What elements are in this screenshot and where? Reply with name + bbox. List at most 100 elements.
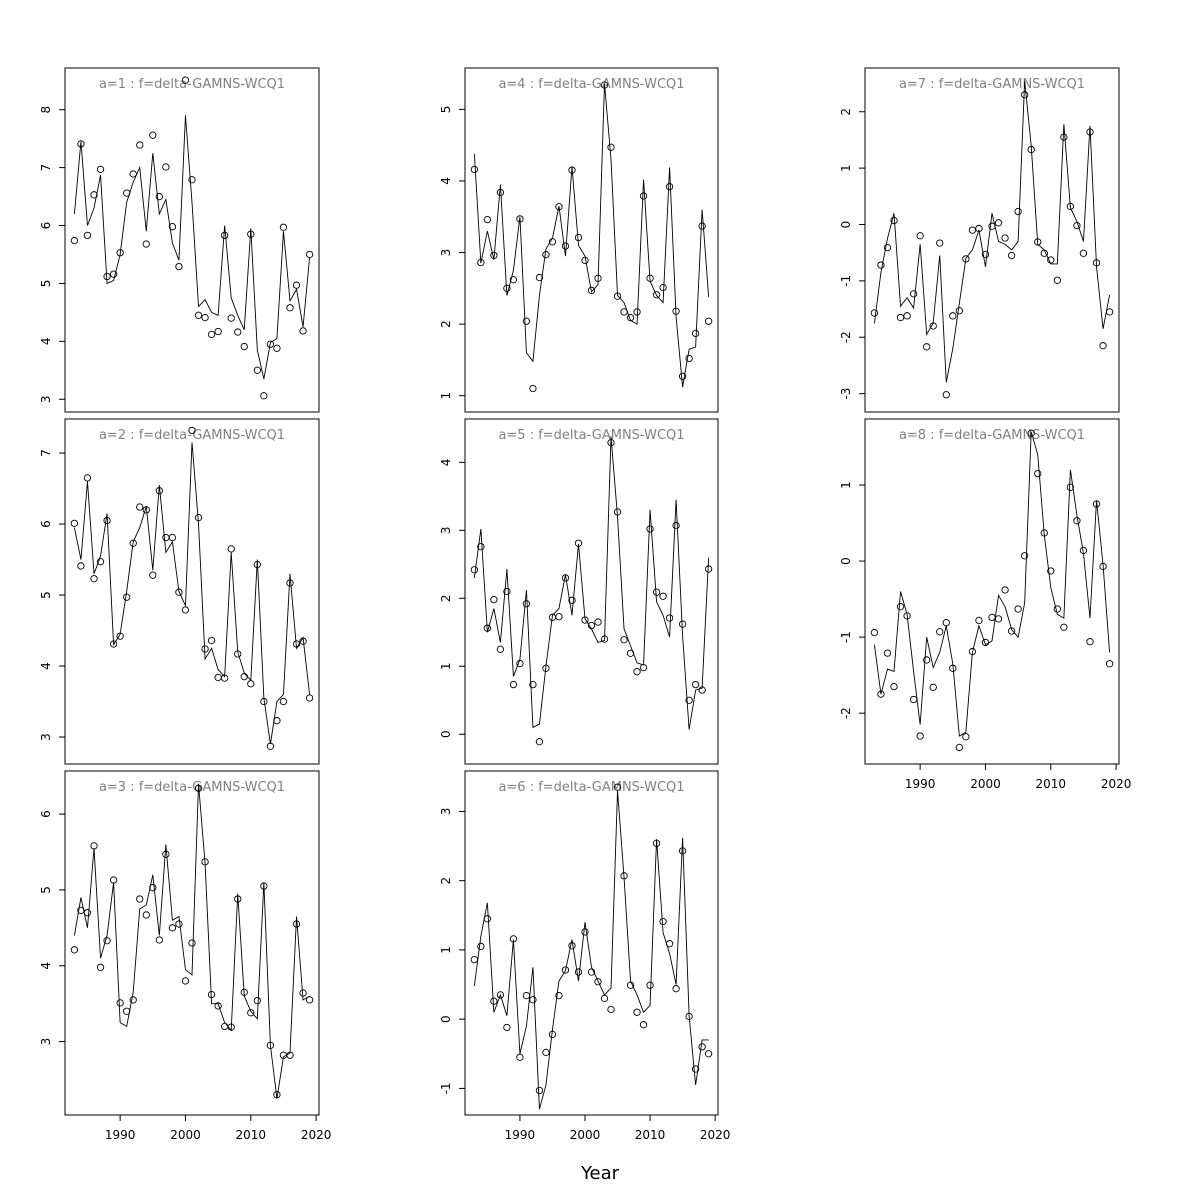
x-tick-label: 2010 [236,1128,267,1142]
data-point [1014,605,1022,613]
y-tick-label: 2 [839,108,853,116]
x-tick-label: 2020 [301,1128,332,1142]
data-point [955,743,963,752]
data-point [949,312,957,320]
data-point [123,1007,131,1015]
data-point [626,981,635,989]
data-point [620,872,628,880]
data-point [1047,256,1055,264]
data-point [116,632,124,640]
data-point [994,615,1003,623]
data-point [299,327,307,335]
data-point [633,668,641,676]
data-point [665,940,674,948]
data-point [490,997,498,1005]
data-point [136,141,144,149]
data-point [260,392,268,400]
data-point [1047,567,1055,575]
panel-7: a=7 : f=delta-GAMNS-WCQ1 -3 -2 -1 0 1 2 [839,67,1120,413]
y-tick-label: 4 [439,177,453,185]
data-point [266,340,275,348]
data-point [896,313,905,322]
data-point [109,876,118,884]
data-point [909,290,918,298]
data-point [260,697,268,706]
data-point [136,503,144,511]
data-point [1079,249,1088,257]
fitted-line [473,790,709,1110]
data-point [535,1086,544,1095]
data-point [155,936,163,944]
data-point [136,895,144,903]
data-point [1034,238,1042,246]
data-point [70,946,79,954]
data-point [292,640,301,648]
y-tick-label: 6 [39,520,53,528]
y-tick-label: 3 [39,733,53,741]
data-point [678,372,687,381]
x-tick-label: 2010 [1036,777,1067,791]
data-point [968,647,977,656]
data-point [988,222,996,230]
data-point [561,966,570,974]
panel-6: a=6 : f=delta-GAMNS-WCQ1 -1 0 1 2 3 1990 2000 20… [439,770,730,1142]
data-point [175,588,183,596]
y-tick-label: 7 [39,449,53,457]
data-point [581,928,589,936]
y-tick-label: 6 [39,222,53,230]
plot-frame [464,418,719,765]
data-point [994,219,1003,227]
data-point [529,680,537,689]
data-point [542,251,550,259]
y-tick-label: 3 [39,1038,53,1046]
data-point [129,539,137,547]
data-point [516,659,524,668]
panel-2: a=2 : f=delta-GAMNS-WCQ1 3 4 5 6 7 [39,418,320,765]
data-point [234,328,242,336]
data-point [1027,145,1035,154]
data-point [109,640,118,648]
data-point [116,249,124,257]
data-point [247,1009,255,1017]
data-point [988,613,996,622]
data-point [168,533,177,542]
data-point [168,223,177,231]
data-point [942,391,950,399]
plot-frame [864,418,1120,765]
y-tick-label: 3 [439,527,453,535]
data-point [129,170,137,178]
data-point [1053,276,1061,284]
data-point [103,516,111,525]
data-point [522,991,531,1000]
data-point [109,270,118,278]
data-point [916,232,924,240]
data-point [600,81,609,89]
data-point [516,215,524,223]
data-point [968,226,977,234]
data-point [659,592,667,600]
data-point [639,663,648,672]
data-point [659,283,667,292]
data-point [221,1022,229,1031]
x-tick-label: 1990 [105,1128,136,1142]
data-point [607,439,615,447]
data-point [613,292,622,300]
data-point [916,732,924,740]
data-point [1034,469,1042,478]
data-point [698,1043,706,1051]
y-tick-label: 5 [39,280,53,288]
panel-title: a=4 : f=delta-GAMNS-WCQ1 [498,77,684,92]
data-point [1007,251,1016,260]
data-point [305,694,314,702]
data-point [77,906,85,915]
data-point [620,308,628,316]
data-point [70,236,79,245]
data-point [129,996,137,1004]
data-point [516,1053,524,1061]
data-point [477,258,485,267]
y-tick-label: 0 [839,557,853,565]
data-point [496,188,505,197]
data-point [685,696,693,704]
data-point [594,978,602,986]
y-tick-label: 8 [39,106,53,114]
